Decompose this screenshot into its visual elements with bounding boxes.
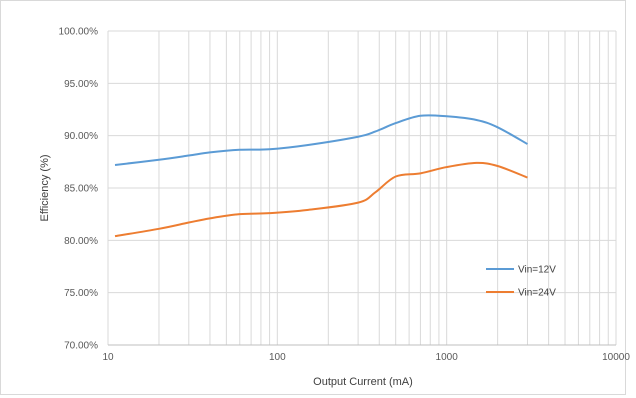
y-tick-label: 100.00% bbox=[59, 27, 99, 38]
y-tick-label: 85.00% bbox=[64, 184, 98, 195]
y-tick-labels: 70.00% 75.00% 80.00% 85.00% 90.00% 95.00% 100.… bbox=[59, 27, 99, 352]
x-tick-label: 100 bbox=[269, 352, 286, 363]
y-tick-label: 95.00% bbox=[64, 79, 98, 90]
legend: Vin=12V Vin=24V bbox=[486, 265, 556, 299]
x-tick-labels: 10 100 1000 10000 bbox=[102, 352, 630, 363]
x-tick-label: 10 bbox=[102, 352, 114, 363]
series-line-vin-24v bbox=[114, 161, 528, 238]
y-tick-label: 70.00% bbox=[64, 341, 98, 352]
x-tick-label: 10000 bbox=[602, 352, 630, 363]
x-axis-title: Output Current (mA) bbox=[313, 376, 413, 388]
series-lines bbox=[114, 114, 528, 238]
legend-label: Vin=24V bbox=[518, 288, 556, 299]
legend-label: Vin=12V bbox=[518, 265, 556, 276]
y-tick-label: 75.00% bbox=[64, 288, 98, 299]
x-tick-label: 1000 bbox=[436, 352, 459, 363]
grid-lines bbox=[107, 30, 617, 346]
y-axis-title: Efficiency (%) bbox=[39, 154, 51, 221]
y-tick-label: 80.00% bbox=[64, 236, 98, 247]
y-tick-label: 90.00% bbox=[64, 131, 98, 142]
series-line-vin-12v bbox=[114, 114, 528, 166]
